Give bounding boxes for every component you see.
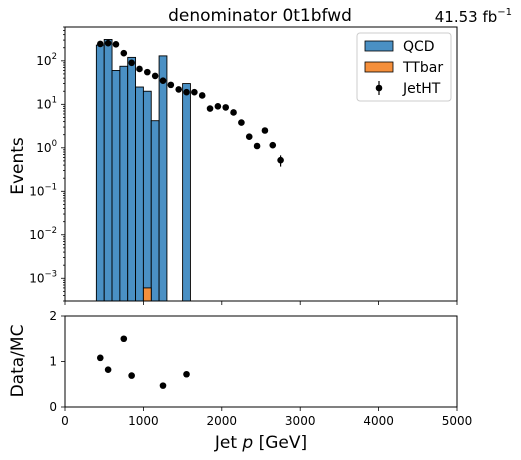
jetht-data-point [104, 39, 112, 47]
jetht-data-point [167, 81, 175, 89]
ratio-data-point [159, 382, 167, 389]
jetht-data-point [96, 40, 104, 48]
jetht-data-point [222, 104, 230, 111]
x-tick-label: 0 [61, 414, 69, 428]
ratio-plot-frame [64, 315, 458, 408]
y-axis-label-main: Events [8, 137, 28, 195]
qcd-histogram-bar [150, 120, 160, 301]
y-tick-label: 10−2 [29, 226, 57, 242]
jetht-data-point [151, 72, 159, 80]
x-tick-label: 5000 [442, 414, 473, 428]
x-tick-label: 1000 [128, 414, 159, 428]
ratio-data-point [128, 372, 135, 379]
qcd-histogram-bar [158, 55, 168, 301]
legend-label-jetht: JetHT [402, 81, 441, 97]
ratio-y-tick-label: 0 [49, 400, 57, 414]
legend-label-qcd: QCD [403, 39, 435, 55]
ttbar-legend-swatch [364, 61, 394, 73]
jetht-data-point [120, 49, 128, 57]
luminosity-exponent: −1 [497, 7, 512, 18]
jetht-data-point [183, 88, 190, 96]
jetht-data-point [128, 59, 135, 67]
jetht-data-point [230, 109, 237, 116]
qcd-histogram-bar [182, 83, 191, 301]
y-tick-label: 10−3 [29, 269, 57, 285]
jetht-data-point [253, 142, 261, 150]
jetht-data-point [191, 88, 198, 96]
legend: QCD TTbar JetHT [356, 32, 452, 102]
jetht-data-point [144, 68, 151, 76]
qcd-histogram-bar [95, 44, 105, 301]
x-tick-label: 3000 [285, 414, 316, 428]
jetht-data-point [198, 92, 206, 99]
chart-title: denominator 0t1bfwd [168, 6, 352, 26]
qcd-histogram-bar [111, 70, 121, 301]
qcd-histogram-bar [119, 65, 129, 301]
main-plot-frame [64, 26, 458, 302]
jetht-data-point [261, 127, 269, 134]
legend-label-ttbar: TTbar [402, 60, 443, 76]
qcd-histogram-bar [142, 90, 152, 301]
luminosity-label: 41.53 fb−1 [435, 7, 512, 26]
ttbar-histogram-bar [142, 287, 152, 301]
ratio-data-point [183, 370, 190, 378]
main-plot-area [95, 39, 284, 301]
qcd-histogram-bar [127, 56, 137, 301]
jetht-data-point [159, 77, 167, 84]
y-tick-label: 102 [36, 52, 57, 68]
ratio-data-point [120, 335, 128, 343]
ratio-panel: 0 1 2 0 1000 2000 3000 4000 5000 [49, 309, 472, 428]
jetht-data-point [238, 119, 245, 126]
jetht-data-point [175, 86, 182, 93]
jetht-data-point [206, 105, 214, 112]
ratio-data-point [104, 366, 112, 373]
x-tick-label: 2000 [207, 414, 238, 428]
ratio-y-tick-label: 1 [49, 355, 57, 369]
y-tick-label: 10−1 [29, 182, 57, 198]
jetht-data-point [136, 65, 143, 73]
jetht-data-point [214, 103, 222, 110]
ratio-y-tick-label: 2 [49, 309, 57, 323]
jetht-data-point [269, 141, 277, 149]
qcd-histogram-bar [135, 86, 144, 301]
jetht-data-point [112, 41, 120, 48]
y-tick-label: 100 [36, 139, 57, 155]
ratio-data-point [96, 354, 104, 362]
jetht-data-point [277, 156, 284, 164]
qcd-legend-swatch [364, 40, 394, 52]
qcd-histogram-bar [103, 39, 113, 301]
y-tick-label: 101 [36, 95, 57, 111]
jetht-legend-marker [375, 84, 383, 92]
jetht-data-point [245, 133, 253, 141]
x-axis-label: Jet p [GeV] [214, 433, 307, 453]
main-panel: 102 101 100 10−1 10−2 10−3 [29, 26, 458, 305]
x-tick-label: 4000 [363, 414, 394, 428]
y-axis-label-ratio: Data/MC [8, 325, 28, 398]
